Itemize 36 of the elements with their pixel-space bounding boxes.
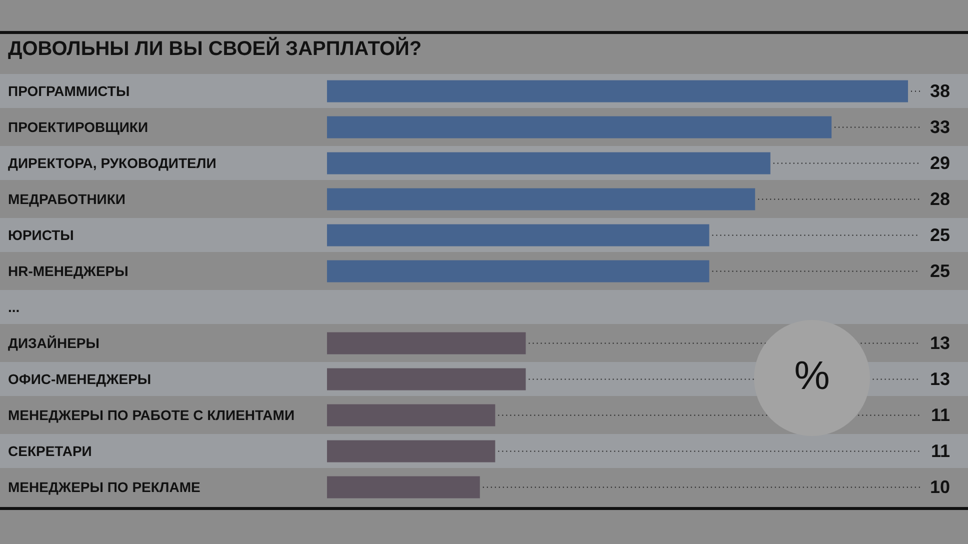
bar: [327, 152, 770, 174]
data-label: 11: [930, 405, 950, 426]
bar: [327, 368, 526, 390]
y-tick-label: ДИЗАЙНЕРЫ: [8, 335, 100, 351]
data-label: 25: [930, 261, 950, 282]
bar: [327, 224, 710, 246]
data-label: 11: [930, 441, 950, 462]
y-tick-label: МЕНЕДЖЕРЫ ПО РЕКЛАМЕ: [8, 479, 200, 495]
y-tick-label: ПРОГРАММИСТЫ: [8, 83, 130, 99]
data-label: 13: [930, 333, 950, 354]
data-label: 28: [930, 189, 950, 210]
data-label: 25: [930, 225, 950, 246]
bar: [327, 476, 480, 498]
annotation: %: [793, 354, 831, 399]
bar: [327, 188, 756, 210]
y-tick-label: МЕДРАБОТНИКИ: [8, 191, 126, 207]
data-label: 33: [930, 117, 950, 138]
chart-title: ДОВОЛЬНЫ ЛИ ВЫ СВОЕЙ ЗАРПЛАТОЙ?: [8, 38, 422, 61]
bar: [327, 116, 832, 138]
bar: [327, 404, 496, 426]
bar: [327, 80, 908, 102]
y-tick-label: HR-МЕНЕДЖЕРЫ: [8, 263, 128, 279]
y-tick-label: ОФИС-МЕНЕДЖЕРЫ: [8, 371, 152, 387]
data-label: 10: [930, 477, 950, 498]
data-label: 29: [930, 153, 950, 174]
bar: [327, 440, 496, 462]
y-tick-label: СЕКРЕТАРИ: [8, 443, 92, 459]
y-tick-label: ЮРИСТЫ: [8, 227, 74, 243]
bar: [327, 332, 526, 354]
y-tick-label: ДИРЕКТОРА, РУКОВОДИТЕЛИ: [8, 155, 216, 171]
y-tick-label: МЕНЕДЖЕРЫ ПО РАБОТЕ С КЛИЕНТАМИ: [8, 407, 295, 423]
data-label: 38: [930, 81, 950, 102]
y-tick-label: ...: [8, 299, 20, 315]
y-tick-label: ПРОЕКТИРОВЩИКИ: [8, 119, 148, 135]
data-label: 13: [930, 369, 950, 390]
bar: [327, 260, 710, 282]
